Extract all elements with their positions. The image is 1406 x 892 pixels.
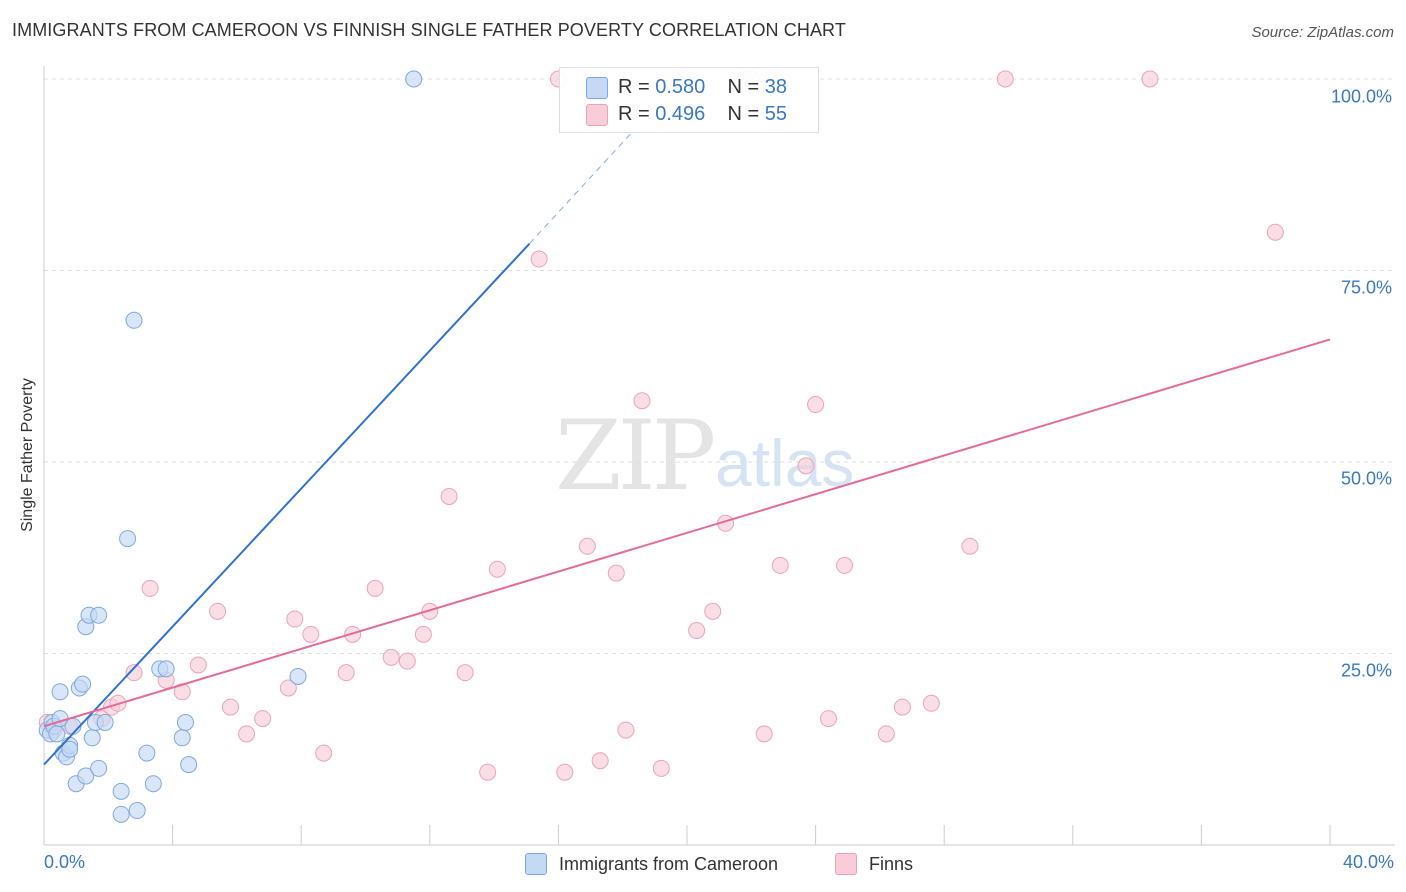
data-point-finns <box>189 656 207 674</box>
data-point-finns <box>141 579 159 597</box>
data-point-cameroon <box>61 740 79 758</box>
legend-item-cameroon: Immigrants from Cameroon <box>525 851 778 877</box>
data-point-cameroon <box>405 70 423 88</box>
data-point-finns <box>961 537 979 555</box>
r-value: 0.496 <box>655 102 706 125</box>
chart-source: Source: ZipAtlas.com <box>1251 24 1394 41</box>
data-point-cameroon <box>90 606 108 624</box>
trendline-cameroon <box>43 243 531 766</box>
r-label: R = <box>618 102 650 125</box>
x-tick-label-max: 40.0% <box>1342 852 1394 872</box>
data-point-cameroon <box>48 725 66 743</box>
data-point-cameroon <box>83 729 101 747</box>
n-label: N = <box>727 75 760 98</box>
data-point-cameroon <box>90 759 108 777</box>
trendline-finns <box>43 338 1331 728</box>
stats-legend-row-cameroon: R = 0.580 N = 38 <box>618 73 787 101</box>
data-point-finns <box>771 556 789 574</box>
data-point-finns <box>652 759 670 777</box>
r-label: R = <box>618 75 650 98</box>
data-point-finns <box>530 250 548 268</box>
stats-legend-swatch-finns <box>586 104 608 126</box>
data-point-finns <box>479 763 497 781</box>
data-point-finns <box>807 396 825 414</box>
n-label: N = <box>727 102 760 125</box>
data-point-cameroon <box>138 744 156 762</box>
data-point-finns <box>337 664 355 682</box>
data-point-cameroon <box>176 713 194 731</box>
legend-label-cameroon: Immigrants from Cameroon <box>559 853 779 874</box>
data-point-cameroon <box>51 683 69 701</box>
data-point-finns <box>421 602 439 620</box>
data-point-cameroon <box>119 530 137 548</box>
chart-title: IMMIGRANTS FROM CAMEROON VS FINNISH SING… <box>12 20 846 40</box>
data-point-finns <box>688 622 706 640</box>
y-tick-label-75: 75.0% <box>1340 277 1392 298</box>
data-point-finns <box>414 625 432 643</box>
data-point-finns <box>1266 223 1284 241</box>
data-point-finns <box>279 679 297 697</box>
legend-swatch-cameroon <box>525 853 547 875</box>
x-tick-label-min: 0.0% <box>44 852 86 872</box>
data-point-finns <box>893 698 911 716</box>
legend-label-finns: Finns <box>869 853 914 874</box>
data-point-finns <box>456 664 474 682</box>
data-point-finns <box>704 602 722 620</box>
data-point-finns <box>633 392 651 410</box>
r-value: 0.580 <box>655 75 706 98</box>
data-point-finns <box>591 752 609 770</box>
data-point-finns <box>238 725 256 743</box>
data-point-cameroon <box>289 667 307 685</box>
data-point-cameroon <box>96 713 114 731</box>
data-point-finns <box>254 710 272 728</box>
n-value: 38 <box>764 75 788 98</box>
data-point-finns <box>125 664 143 682</box>
watermark-zip: ZIP <box>555 400 716 512</box>
data-point-cameroon <box>112 782 130 800</box>
data-point-finns <box>315 744 333 762</box>
data-point-finns <box>382 648 400 666</box>
data-point-finns <box>286 610 304 628</box>
y-tick-label-100: 100.0% <box>1330 86 1392 107</box>
data-point-cameroon <box>180 756 198 774</box>
legend-swatch-finns <box>835 853 857 875</box>
data-point-finns <box>366 579 384 597</box>
legend-item-finns: Finns <box>835 851 913 877</box>
data-point-finns <box>819 710 837 728</box>
data-point-cameroon <box>157 660 175 678</box>
data-point-cameroon <box>173 729 191 747</box>
stats-legend-row-finns: R = 0.496 N = 55 <box>618 100 787 128</box>
data-point-cameroon <box>128 802 146 820</box>
data-point-finns <box>398 652 416 670</box>
data-point-finns <box>836 556 854 574</box>
data-point-finns <box>578 537 596 555</box>
data-point-cameroon <box>125 311 143 329</box>
n-value: 55 <box>764 102 788 125</box>
stats-legend-swatch-cameroon <box>586 77 608 99</box>
data-point-finns <box>877 725 895 743</box>
data-point-finns <box>1141 70 1159 88</box>
y-tick-label-25: 25.0% <box>1340 660 1392 681</box>
data-point-finns <box>488 560 506 578</box>
data-point-finns <box>996 70 1014 88</box>
data-point-finns <box>209 602 227 620</box>
data-point-finns <box>797 457 815 475</box>
data-point-finns <box>221 698 239 716</box>
data-point-finns <box>617 721 635 739</box>
stats-legend: R = 0.580 N = 38 R = 0.496 N = 55 <box>559 67 819 133</box>
data-point-cameroon <box>112 805 130 823</box>
data-point-finns <box>556 763 574 781</box>
trendline-cameroon-extension <box>529 124 640 245</box>
data-point-cameroon <box>144 775 162 793</box>
data-point-finns <box>440 487 458 505</box>
watermark-atlas: atlas <box>715 426 855 500</box>
y-tick-label-50: 50.0% <box>1340 468 1392 489</box>
data-point-finns <box>607 564 625 582</box>
data-point-finns <box>922 694 940 712</box>
data-point-finns <box>755 725 773 743</box>
data-point-finns <box>302 625 320 643</box>
data-point-cameroon <box>74 675 92 693</box>
data-point-cameroon <box>77 767 95 785</box>
